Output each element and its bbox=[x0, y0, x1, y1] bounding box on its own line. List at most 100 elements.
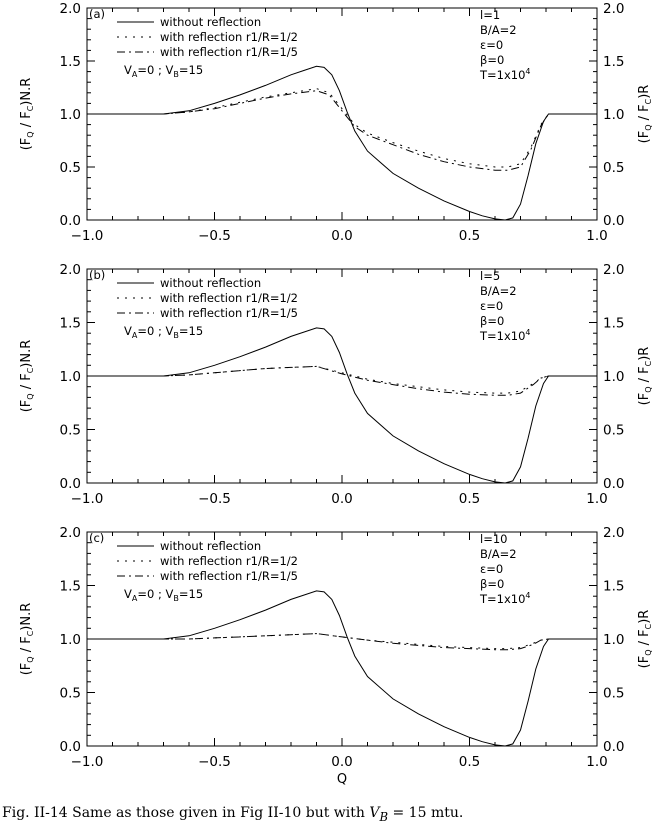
series-line-1 bbox=[87, 590, 597, 747]
param-label: B/A=2 bbox=[480, 284, 517, 298]
legend-label: with reflection r1/R=1/5 bbox=[160, 306, 298, 320]
y-axis-label-left: (FQ / FC)N.R bbox=[19, 78, 35, 151]
series-line-1 bbox=[87, 65, 597, 221]
y-tick-label-left: 1.5 bbox=[60, 54, 81, 70]
y-tick-label-right: 0.5 bbox=[603, 160, 624, 176]
y-tick-label-right: 1.0 bbox=[603, 369, 624, 385]
param-label: ε=0 bbox=[480, 299, 503, 313]
y-tick-label-left: 1.0 bbox=[60, 369, 81, 385]
chart-panel-2: −1.0 −0.5 0.0 0.5 1.00.0 0.00.5 0.51.0 1.01.5 1.… bbox=[60, 262, 625, 507]
y-tick-label-right: 1.5 bbox=[603, 316, 624, 332]
x-tick-label: −1.0 bbox=[71, 491, 104, 507]
y-tick-label-right: 0.5 bbox=[603, 423, 624, 439]
y-tick-label-left: 1.5 bbox=[60, 579, 81, 595]
x-tick-label: 0.0 bbox=[331, 228, 352, 244]
param-label: B/A=2 bbox=[480, 23, 517, 37]
figure-caption: Fig. II-14 Same as those given in Fig II… bbox=[2, 805, 463, 824]
legend-label: with reflection r1/R=1/2 bbox=[160, 554, 298, 568]
y-tick-label-right: 0.0 bbox=[603, 476, 624, 492]
x-tick-label: 1.0 bbox=[586, 754, 607, 770]
x-tick-label: 0.5 bbox=[459, 754, 480, 770]
svg-text:(FQ / FC)R: (FQ / FC)R bbox=[637, 347, 652, 406]
x-tick-label: 1.0 bbox=[586, 228, 607, 244]
y-tick-label-left: 2.0 bbox=[60, 262, 81, 278]
y-tick-label-left: 0.5 bbox=[60, 160, 81, 176]
param-label: l=10 bbox=[480, 532, 507, 546]
x-tick-label: −0.5 bbox=[198, 491, 231, 507]
y-tick-label-left: 0.0 bbox=[60, 476, 81, 492]
param-label: T=1x104 bbox=[479, 591, 531, 606]
y-axis-label-left: (FQ / FC)N.R bbox=[19, 603, 35, 676]
param-label: T=1x104 bbox=[479, 67, 531, 82]
y-axis-label-right: (FQ / FC)R bbox=[637, 610, 652, 669]
y-tick-label-left: 0.5 bbox=[60, 423, 81, 439]
param-label: β=0 bbox=[480, 314, 504, 328]
legend-label: with reflection r1/R=1/2 bbox=[160, 291, 298, 305]
y-tick-label-right: 1.5 bbox=[603, 54, 624, 70]
param-label: B/A=2 bbox=[480, 547, 517, 561]
param-label: ε=0 bbox=[480, 562, 503, 576]
svg-text:(FQ / FC)N.R: (FQ / FC)N.R bbox=[19, 78, 35, 151]
chart-panel-3: −1.0 −0.5 0.0 0.5 1.00.0 0.00.5 0.51.0 1.01.5 1.… bbox=[60, 525, 625, 787]
y-tick-label-left: 0.5 bbox=[60, 686, 81, 702]
param-label: ε=0 bbox=[480, 38, 503, 52]
y-axis-label-right: (FQ / FC)R bbox=[637, 85, 652, 144]
y-tick-label-left: 0.0 bbox=[60, 213, 81, 229]
y-tick-label-right: 1.0 bbox=[603, 107, 624, 123]
x-tick-label: −0.5 bbox=[198, 754, 231, 770]
x-tick-label: 0.5 bbox=[459, 491, 480, 507]
y-tick-label-right: 2.0 bbox=[603, 525, 624, 541]
x-tick-label: −0.5 bbox=[198, 228, 231, 244]
x-tick-label: −1.0 bbox=[71, 228, 104, 244]
legend-label: with reflection r1/R=1/2 bbox=[160, 30, 298, 44]
series-line-2 bbox=[87, 88, 597, 168]
y-tick-label-right: 1.5 bbox=[603, 579, 624, 595]
legend-label: without reflection bbox=[160, 15, 261, 29]
series-line-2 bbox=[87, 633, 597, 650]
y-tick-label-left: 2.0 bbox=[60, 1, 81, 17]
y-tick-label-right: 0.0 bbox=[603, 213, 624, 229]
y-tick-label-left: 1.0 bbox=[60, 632, 81, 648]
legend-label: with reflection r1/R=1/5 bbox=[160, 569, 298, 583]
velocity-annotation: VA=0 ; VB=15 bbox=[124, 324, 203, 340]
param-label: l=1 bbox=[480, 8, 500, 22]
x-tick-label: 1.0 bbox=[586, 491, 607, 507]
param-label: β=0 bbox=[480, 577, 504, 591]
param-label: β=0 bbox=[480, 53, 504, 67]
legend-label: without reflection bbox=[160, 539, 261, 553]
y-tick-label-left: 0.0 bbox=[60, 739, 81, 755]
panel-label: (c) bbox=[89, 531, 104, 545]
velocity-annotation: VA=0 ; VB=15 bbox=[124, 63, 203, 79]
svg-text:(FQ / FC)R: (FQ / FC)R bbox=[637, 610, 652, 669]
y-tick-label-left: 2.0 bbox=[60, 525, 81, 541]
y-tick-label-right: 0.5 bbox=[603, 686, 624, 702]
legend-label: without reflection bbox=[160, 276, 261, 290]
x-tick-label: 0.5 bbox=[459, 228, 480, 244]
series-line-3 bbox=[87, 90, 597, 171]
x-tick-label: 0.0 bbox=[331, 754, 352, 770]
series-line-3 bbox=[87, 365, 597, 396]
legend-label: with reflection r1/R=1/5 bbox=[160, 45, 298, 59]
y-tick-label-left: 1.5 bbox=[60, 316, 81, 332]
series-line-3 bbox=[87, 633, 597, 651]
panel-label: (b) bbox=[89, 268, 105, 282]
y-axis-label-left: (FQ / FC)N.R bbox=[19, 340, 35, 413]
param-label: l=5 bbox=[480, 269, 500, 283]
caption-prefix: Fig. II-14 Same as those given in Fig II… bbox=[2, 805, 370, 821]
figure: −1.0 −0.5 0.0 0.5 1.00.0 0.00.5 0.51.0 1.01.5 1.… bbox=[19, 1, 652, 787]
series-line-1 bbox=[87, 327, 597, 484]
panel-label: (a) bbox=[89, 7, 105, 21]
param-label: T=1x104 bbox=[479, 328, 531, 343]
y-tick-label-right: 1.0 bbox=[603, 632, 624, 648]
chart-panel-1: −1.0 −0.5 0.0 0.5 1.00.0 0.00.5 0.51.0 1.01.5 1.… bbox=[60, 1, 625, 244]
svg-text:(FQ / FC)N.R: (FQ / FC)N.R bbox=[19, 340, 35, 413]
caption-suffix: = 15 mtu. bbox=[388, 805, 464, 821]
caption-math: VB bbox=[369, 805, 389, 824]
y-axis-label-right: (FQ / FC)R bbox=[637, 347, 652, 406]
x-axis-label: Q bbox=[337, 772, 347, 787]
x-tick-label: −1.0 bbox=[71, 754, 104, 770]
svg-text:(FQ / FC)N.R: (FQ / FC)N.R bbox=[19, 603, 35, 676]
velocity-annotation: VA=0 ; VB=15 bbox=[124, 587, 203, 603]
y-tick-label-right: 2.0 bbox=[603, 1, 624, 17]
y-tick-label-right: 0.0 bbox=[603, 739, 624, 755]
